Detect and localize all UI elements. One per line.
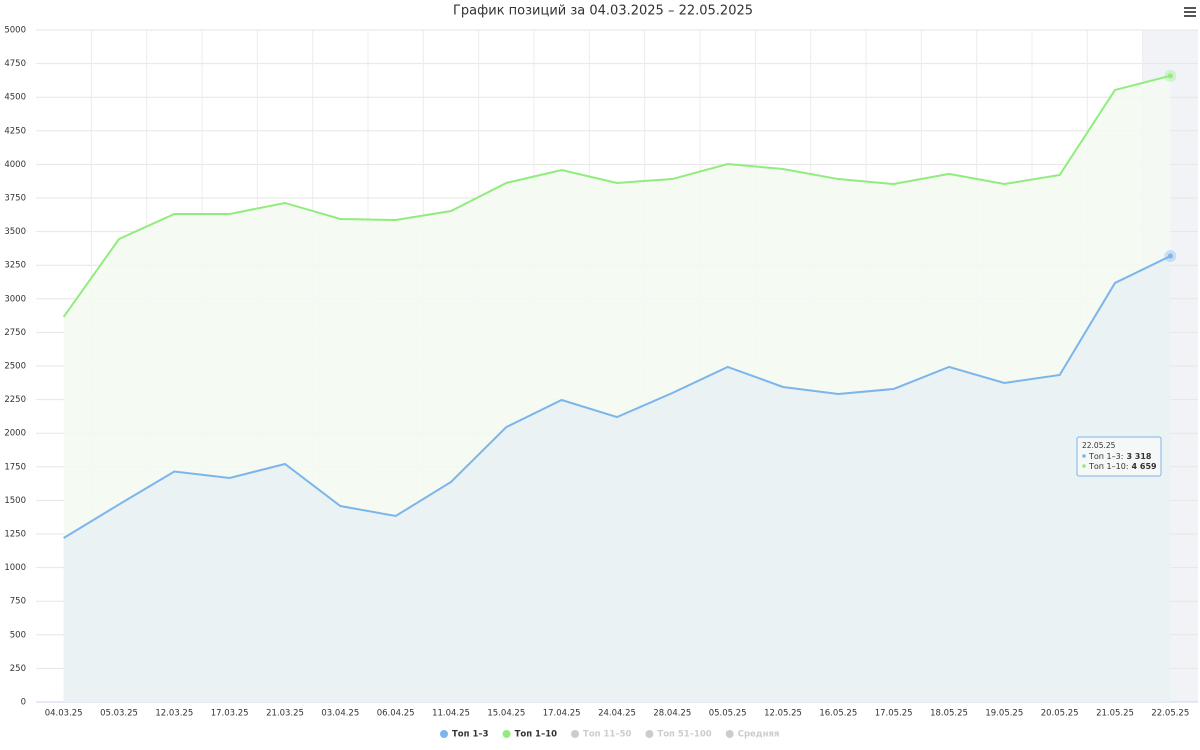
chart-title: График позиций за 04.03.2025 – 22.05.202… (453, 4, 753, 19)
menu-bar (1184, 7, 1196, 9)
y-tick-label: 1000 (4, 563, 26, 573)
y-tick-label: 0 (21, 698, 26, 708)
y-tick-label: 750 (10, 597, 26, 607)
tooltip-value: 3 318 (1126, 452, 1151, 461)
y-tick-label: 1750 (4, 462, 26, 472)
line (63, 255, 1171, 539)
legend-item[interactable]: Топ 1–10 (502, 730, 558, 740)
x-tick-label: 16.05.25 (819, 709, 857, 719)
x-tick-label: 04.03.25 (45, 709, 83, 719)
y-tick-label: 3750 (4, 194, 26, 204)
x-tick-label: 17.03.25 (211, 709, 249, 719)
point (1167, 73, 1173, 79)
legend-marker (725, 730, 734, 738)
x-tick-label: 12.05.25 (764, 709, 802, 719)
x-tick-label: 18.05.25 (930, 709, 968, 719)
legend-marker (571, 730, 580, 738)
y-tick-label: 500 (10, 630, 26, 640)
x-tick-label: 17.05.25 (875, 709, 913, 719)
x-tick-label: 17.04.25 (543, 709, 581, 719)
y-tick-label: 2750 (4, 328, 26, 338)
tooltip-value: 4 659 (1132, 462, 1157, 471)
tooltip-row: Топ 1–10: 4 659 (1088, 462, 1157, 471)
tooltip-title: 22.05.25 (1082, 441, 1116, 450)
legend-label: Средняя (738, 730, 780, 740)
tooltip-label: Топ 1–10: (1088, 462, 1129, 471)
y-tick-label: 1250 (4, 530, 26, 540)
menu-button[interactable] (1184, 7, 1196, 17)
x-tick-label: 20.05.25 (1041, 709, 1079, 719)
x-tick-label: 03.04.25 (321, 709, 359, 719)
y-tick-label: 3500 (4, 227, 26, 237)
tooltip-dot (1082, 454, 1086, 458)
x-tick-label: 06.04.25 (377, 709, 415, 719)
y-tick-label: 4250 (4, 126, 26, 136)
legend-label: Топ 11–50 (583, 730, 631, 740)
legend-label: Топ 51–100 (657, 730, 711, 740)
tooltip-dot (1082, 464, 1086, 468)
x-tick-label: 12.03.25 (155, 709, 193, 719)
x-tick-label: 05.05.25 (709, 709, 747, 719)
y-tick-label: 2250 (4, 395, 26, 405)
y-tick-label: 2000 (4, 429, 26, 439)
x-tick-label: 19.05.25 (985, 709, 1023, 719)
x-tick-label: 05.03.25 (100, 709, 138, 719)
legend-item[interactable]: Топ 1–3 (440, 730, 489, 740)
line (62, 74, 1171, 318)
y-tick-label: 4500 (4, 93, 26, 103)
y-tick-label: 4750 (4, 59, 26, 69)
legend-label: Топ 1–3 (452, 730, 489, 740)
legend-marker (502, 730, 511, 738)
legend-item[interactable]: Топ 51–100 (645, 730, 712, 740)
y-tick-label: 250 (10, 664, 26, 674)
y-tick-label: 3250 (4, 261, 26, 271)
x-tick-label: 22.05.25 (1151, 709, 1189, 719)
legend: Топ 1–3 Топ 1–10 Топ 11–50 Топ 51–100 Средня… (440, 730, 779, 740)
tooltip-box (1076, 436, 1162, 477)
legend-label: Топ 1–10 (515, 730, 558, 740)
legend-item[interactable]: Средняя (725, 730, 780, 740)
x-tick-label: 21.03.25 (266, 709, 304, 719)
menu-bar (1184, 15, 1196, 17)
y-tick-label: 4000 (4, 160, 26, 170)
tooltip-row: Топ 1–3: 3 318 (1088, 452, 1152, 461)
tooltip-label: Топ 1–3: (1088, 452, 1123, 461)
legend-item[interactable]: Топ 11–50 (571, 730, 631, 740)
x-tick-label: 21.05.25 (1096, 709, 1134, 719)
point (1167, 253, 1173, 259)
y-tick-label: 2500 (4, 362, 26, 372)
y-tick-label: 5000 (4, 26, 26, 36)
x-tick-label: 24.04.25 (598, 709, 636, 719)
legend-marker (440, 730, 448, 738)
x-tick-label: 15.04.25 (487, 709, 525, 719)
area (63, 256, 1171, 702)
y-tick-label: 1500 (4, 496, 26, 506)
y-tick-label: 3000 (4, 294, 26, 304)
x-tick-label: 28.04.25 (653, 709, 691, 719)
x-tick-label: 11.04.25 (432, 709, 470, 719)
menu-bar (1184, 11, 1196, 13)
legend-marker (645, 730, 654, 738)
